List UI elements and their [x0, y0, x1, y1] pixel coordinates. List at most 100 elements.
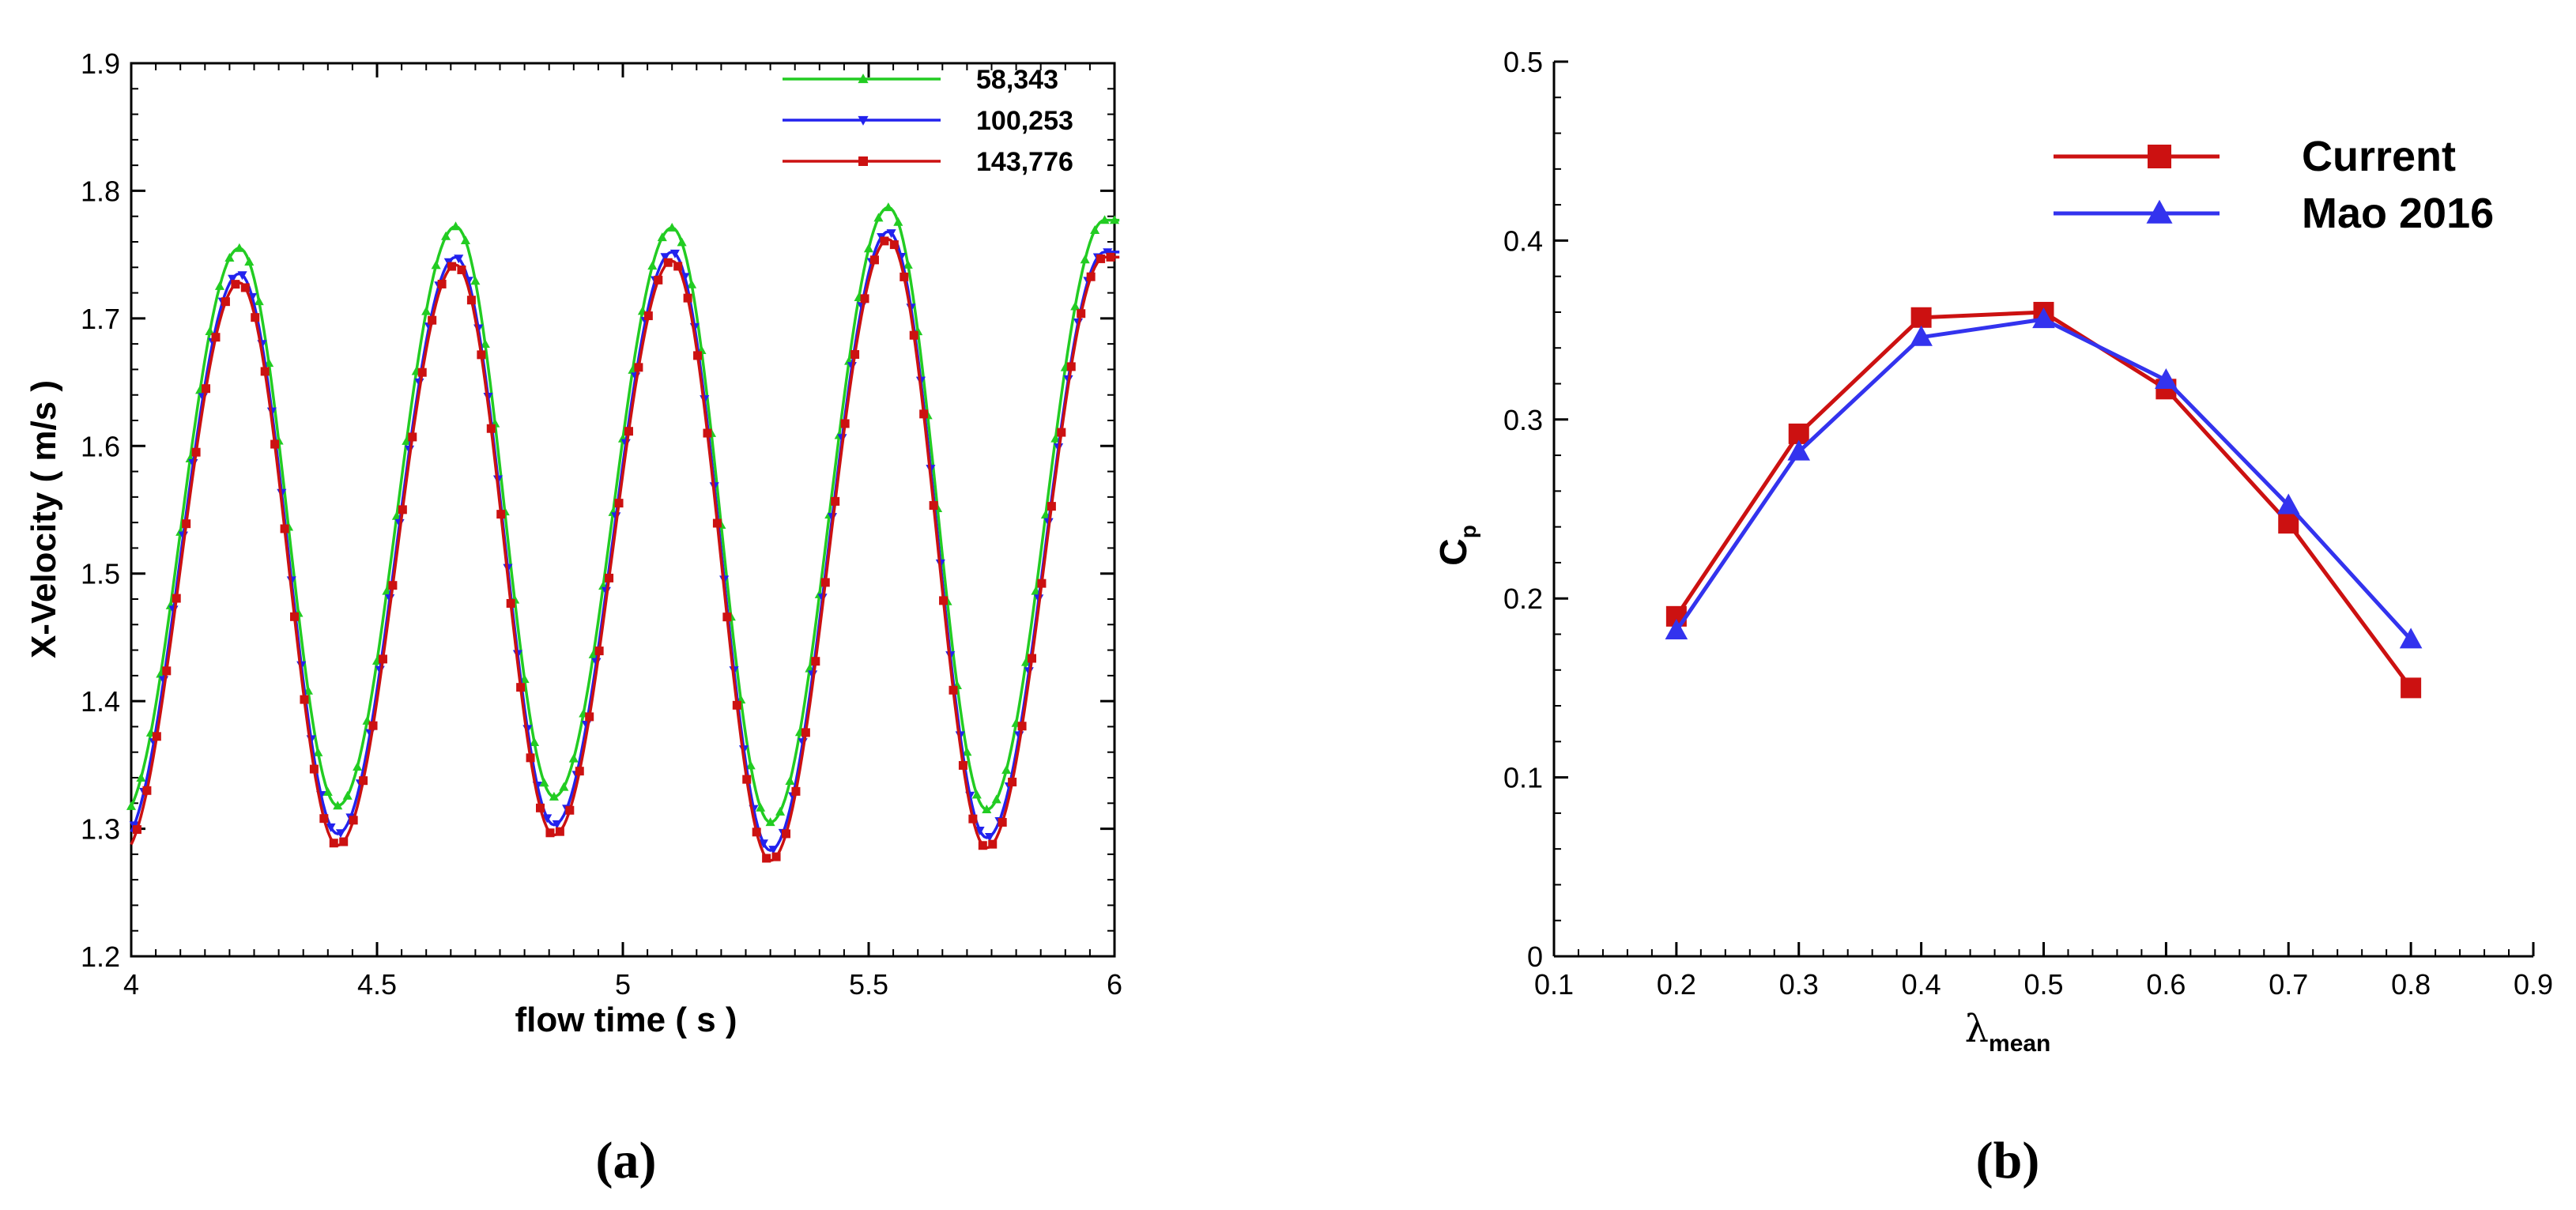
- panel-b-series-marker: [1910, 325, 1933, 346]
- panel-a-series-marker: [1066, 362, 1076, 371]
- panel-a-series-marker: [313, 747, 323, 756]
- panel-a-series-marker: [831, 496, 840, 506]
- panel-a-series-3: [130, 236, 1120, 863]
- panel-a-series-marker: [431, 260, 441, 270]
- panel-a-series-marker: [850, 349, 860, 359]
- panel-a-series-marker: [240, 283, 250, 292]
- panel-a-series-marker: [342, 790, 353, 800]
- panel-b-series-marker: [2032, 307, 2055, 329]
- panel-a-series-marker: [889, 240, 899, 250]
- panel-b-x-tick-label: 0.6: [2146, 968, 2186, 1001]
- panel-a-series-marker: [919, 409, 929, 419]
- panel-a-series-marker: [1103, 248, 1113, 258]
- panel-a-axes: [130, 62, 1116, 958]
- panel-a-series-marker: [811, 657, 820, 666]
- panel-a-series-marker: [873, 213, 884, 222]
- panel-b-series-marker: [2276, 493, 2300, 515]
- panel-a-series-marker: [454, 254, 464, 264]
- panel-b-legend-label: Mao 2016: [2302, 190, 2494, 237]
- panel-a-series-marker: [860, 294, 869, 303]
- panel-a-series-marker: [470, 276, 481, 285]
- panel-a-series-line: [130, 237, 1120, 862]
- panel-a-series-marker: [1109, 215, 1120, 224]
- panel-a-series-marker: [280, 524, 289, 533]
- panel-a-series-marker: [460, 235, 471, 244]
- panel-a-series-marker: [1028, 654, 1037, 663]
- panel-a-series-marker: [536, 803, 545, 812]
- panel-a-series-marker: [1037, 579, 1047, 588]
- panel-a-series-marker: [1001, 765, 1012, 775]
- panel-b-series-marker: [2278, 513, 2299, 534]
- panel-a-series-marker: [526, 753, 535, 763]
- panel-a-y-tick-label: 1.2: [81, 940, 120, 973]
- panel-a-series-marker: [421, 306, 432, 315]
- panel-a-series-1: [126, 202, 1120, 827]
- panel-a-y-tick-label: 1.7: [81, 303, 120, 335]
- panel-a-series-marker: [732, 700, 741, 710]
- panel-a-series-marker: [929, 501, 938, 511]
- panel-b-legend-marker: [2148, 145, 2171, 168]
- panel-a-series-marker: [1096, 254, 1106, 263]
- panel-a-series-marker: [339, 837, 349, 846]
- panel-a-series-marker: [883, 202, 893, 212]
- panel-a-series-marker: [333, 801, 343, 810]
- panel-a-series-marker: [1090, 224, 1100, 234]
- panel-a-x-tick-label: 4: [123, 968, 139, 1001]
- panel-a-series-marker: [254, 296, 264, 306]
- panel-a-series-marker: [687, 279, 697, 288]
- panel-a-series-marker: [968, 814, 978, 824]
- panel-a-series-marker: [663, 258, 673, 267]
- panel-a-series-marker: [565, 805, 575, 815]
- panel-a-series-marker: [982, 805, 992, 814]
- panel-a-series-marker: [752, 827, 761, 837]
- panel-a-series-marker: [300, 695, 309, 704]
- panel-a-series-marker: [136, 772, 146, 782]
- panel-a-legend-label: 143,776: [976, 147, 1073, 177]
- panel-a-series-marker: [205, 326, 215, 335]
- panel-a-series-marker: [437, 279, 447, 288]
- panel-a-series-marker: [667, 222, 677, 232]
- panel-b-y-axis-subscript: p: [1456, 525, 1480, 538]
- panel-a-series-marker: [477, 350, 486, 360]
- panel-a-series-marker: [1057, 428, 1066, 437]
- panel-a-series-marker: [231, 280, 240, 289]
- panel-a-series-marker: [958, 760, 967, 770]
- panel-b-x-tick-label: 0.8: [2391, 968, 2431, 1001]
- panel-b-x-axis-title: λmean: [1965, 1007, 2051, 1057]
- panel-a-series-marker: [900, 272, 909, 281]
- panel-a-series-marker: [319, 814, 329, 824]
- panel-a-series-marker: [984, 833, 995, 842]
- panel-a-legend-entry: 143,776: [783, 147, 1073, 177]
- panel-a-series-marker: [975, 826, 985, 835]
- panel-a-series-marker: [643, 311, 653, 321]
- panel-a-series-marker: [880, 236, 889, 246]
- panel-a-series-marker: [647, 261, 658, 270]
- panel-a-series-marker: [480, 339, 490, 349]
- panel-b-series-marker: [2401, 677, 2422, 699]
- panel-a-y-tick-label: 1.8: [81, 175, 120, 207]
- panel-a-series-marker: [568, 753, 579, 763]
- panel-a-series-marker: [172, 594, 181, 603]
- panel-a-series-marker: [529, 737, 540, 746]
- panel-a-series-marker: [359, 776, 368, 786]
- panel-a-series-marker: [402, 435, 412, 445]
- panel-a-series-marker: [349, 816, 358, 825]
- panel-a-series-marker: [693, 351, 703, 360]
- panel-a-x-axis-title: flow time ( s ): [515, 1001, 737, 1039]
- panel-a-legend-label: 58,343: [976, 65, 1058, 95]
- panel-a-series-marker: [353, 762, 363, 771]
- panel-a-series-marker: [542, 814, 553, 824]
- panel-a-series-marker: [552, 820, 562, 829]
- panel-a-series-line: [130, 230, 1120, 852]
- panel-b-y-tick-label: 0.2: [1503, 582, 1543, 615]
- panel-a-series-marker: [775, 806, 786, 816]
- panel-a-legend: 58,343 100,253 143,776: [783, 65, 1073, 177]
- panel-a-chart: 4 4.5 5 5.5 6 1.2 1.3 1.4 1.5 1.6 1.7 1.8 1.9 58,343…: [25, 47, 1122, 1189]
- panel-a-series-marker: [447, 262, 457, 271]
- panel-a-series-marker: [575, 767, 584, 776]
- panel-b-series-marker: [1910, 307, 1932, 328]
- panel-a-series-marker: [451, 221, 461, 231]
- panel-b-series: [1665, 301, 2423, 699]
- panel-a-series-marker: [417, 368, 427, 377]
